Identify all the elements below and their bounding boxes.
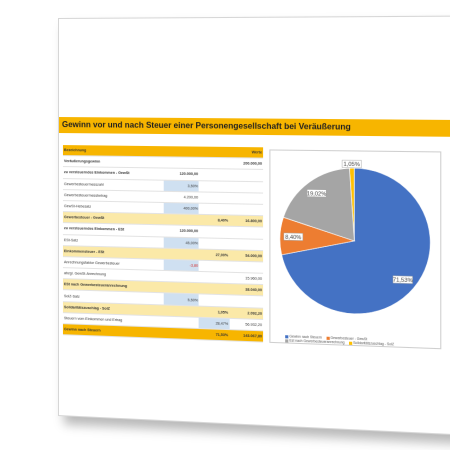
row-amount [229, 261, 263, 273]
legend-label: Solidaritätszuschlag - SolZ [353, 341, 394, 347]
row-amount [229, 192, 263, 204]
row-percent [199, 169, 229, 181]
calculation-table: Bezeichnung Werte Veräußerungsgewinn 200.00… [63, 145, 263, 343]
row-amount [229, 238, 263, 250]
pie-chart: 1,05% 71,53% 8,40% 19,02% [270, 150, 440, 331]
row-percent: 27,00% [199, 249, 229, 261]
row-amount: 54.000,00 [229, 249, 263, 261]
row-value-1 [164, 157, 199, 169]
row-amount: 143.067,80 [229, 330, 263, 343]
svg-text:1,05%: 1,05% [344, 162, 361, 168]
row-percent: 8,40% [199, 214, 229, 226]
pie-data-label: 1,05% [342, 160, 361, 168]
row-amount: Werte [229, 147, 263, 158]
pie-chart-panel: 1,05% 71,53% 8,40% 19,02% Gewinn nach Steue… [269, 149, 441, 349]
row-percent [199, 294, 229, 306]
chart-legend: Gewinn nach Steuern Gewerbesteuer - GewSt… [285, 334, 436, 348]
row-percent [199, 180, 229, 192]
legend-swatch [285, 339, 288, 342]
row-value-1: 120.000,00 [164, 168, 199, 180]
row-value-1: -3,80 [164, 259, 199, 271]
row-value-1 [164, 327, 199, 340]
row-value-1 [164, 214, 199, 226]
pie-data-label: 19,02% [307, 189, 327, 197]
legend-label: Est nach Gewerbesteueranrechnung [289, 339, 344, 345]
pie-data-label: 8,40% [284, 233, 303, 241]
row-amount [229, 227, 263, 239]
row-percent [199, 237, 229, 249]
row-percent [199, 272, 229, 284]
row-percent [199, 283, 229, 295]
legend-entry: Solidaritätszuschlag - SolZ [349, 341, 394, 347]
pie-data-label: 71,53% [393, 276, 413, 284]
spreadsheet-page: Gewinn vor und nach Steuer einer Persone… [58, 16, 450, 436]
row-percent [199, 203, 229, 215]
svg-text:19,02%: 19,02% [307, 191, 327, 198]
svg-text:71,53%: 71,53% [393, 277, 413, 284]
row-value-1 [164, 146, 199, 157]
row-percent [199, 157, 229, 169]
row-percent [199, 147, 229, 158]
row-percent: 71,53% [199, 329, 229, 342]
row-percent [199, 260, 229, 272]
row-amount [229, 181, 263, 193]
row-percent [199, 192, 229, 204]
row-amount: 16.800,00 [229, 215, 263, 227]
legend-swatch [349, 342, 352, 345]
row-amount: 15.960,00 [229, 272, 263, 284]
svg-text:8,40%: 8,40% [285, 235, 301, 242]
row-value-1: 120.000,00 [164, 225, 199, 237]
row-label: Gewinn nach Steuern [63, 324, 164, 339]
sheet-title: Gewinn vor und nach Steuer einer Persone… [59, 117, 450, 137]
row-value-1 [164, 248, 199, 260]
legend-entry: Est nach Gewerbesteueranrechnung [285, 339, 344, 346]
row-amount [229, 204, 263, 216]
row-value-1: 4.200,00 [164, 191, 199, 203]
row-percent [199, 226, 229, 238]
row-value-1: 3,50% [164, 180, 199, 192]
row-amount: 200.000,00 [229, 158, 263, 170]
row-value-1: 400,00% [164, 202, 199, 214]
row-amount [229, 169, 263, 181]
row-value-1: 45,00% [164, 236, 199, 248]
